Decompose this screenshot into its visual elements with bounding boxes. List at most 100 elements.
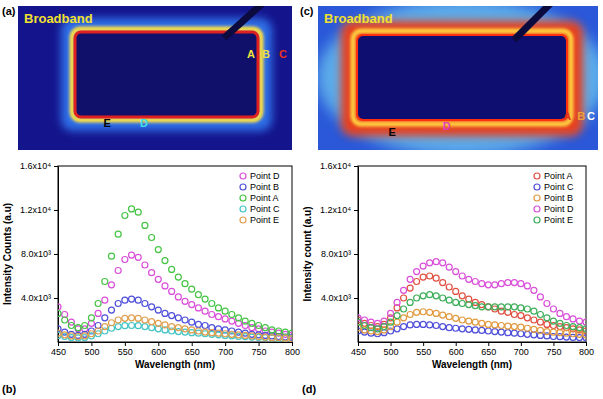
structure bbox=[75, 32, 258, 117]
data-point bbox=[388, 310, 394, 316]
data-point bbox=[249, 333, 255, 339]
tick-mark bbox=[192, 342, 193, 346]
point-label: D bbox=[443, 120, 451, 132]
data-point bbox=[58, 310, 61, 316]
data-point bbox=[485, 282, 491, 288]
image-background bbox=[18, 6, 292, 150]
data-point bbox=[446, 297, 452, 303]
data-point bbox=[149, 235, 155, 241]
axis-line bbox=[59, 342, 293, 343]
data-point bbox=[215, 330, 221, 336]
tick-label: 600 bbox=[151, 347, 166, 357]
data-point bbox=[175, 294, 181, 300]
data-point bbox=[189, 302, 195, 308]
data-point bbox=[222, 331, 228, 337]
data-point bbox=[362, 323, 368, 329]
legend-label: Point B bbox=[250, 182, 279, 192]
data-point bbox=[149, 304, 155, 310]
data-point bbox=[282, 335, 288, 341]
data-point bbox=[102, 324, 108, 330]
data-point bbox=[479, 304, 485, 310]
panel-letter: (a) bbox=[2, 5, 16, 17]
data-point bbox=[427, 273, 433, 279]
data-point bbox=[269, 335, 275, 341]
data-point bbox=[129, 296, 135, 302]
data-point bbox=[155, 247, 161, 253]
data-point bbox=[563, 323, 569, 329]
data-point bbox=[440, 280, 446, 286]
data-point bbox=[108, 253, 114, 259]
chart: 4.0x10³8.0x10³1.2x10⁴1.6x10⁴450500550600… bbox=[2, 161, 300, 395]
data-point bbox=[276, 335, 282, 341]
data-point bbox=[189, 286, 195, 292]
data-point bbox=[459, 293, 465, 299]
data-point bbox=[222, 308, 228, 314]
data-point bbox=[401, 324, 407, 330]
legend-marker bbox=[240, 206, 246, 212]
data-point bbox=[576, 331, 582, 337]
data-point bbox=[440, 260, 446, 266]
data-point bbox=[162, 258, 168, 264]
legend-marker bbox=[534, 217, 540, 223]
data-point bbox=[256, 323, 262, 329]
data-point bbox=[262, 334, 268, 340]
data-point bbox=[242, 332, 248, 338]
data-point bbox=[135, 315, 141, 321]
data-point bbox=[95, 310, 101, 316]
data-point bbox=[115, 317, 121, 323]
series bbox=[58, 323, 292, 342]
data-point bbox=[149, 325, 155, 331]
data-point bbox=[149, 319, 155, 325]
data-point bbox=[175, 315, 181, 321]
data-point bbox=[276, 335, 282, 341]
tick-mark bbox=[58, 342, 59, 346]
data-point bbox=[175, 325, 181, 331]
data-point bbox=[557, 330, 563, 336]
data-point bbox=[122, 323, 128, 329]
data-point bbox=[485, 321, 491, 327]
legend-marker bbox=[534, 195, 540, 201]
data-point bbox=[440, 324, 446, 330]
tick-label: 500 bbox=[384, 347, 399, 357]
data-point bbox=[202, 296, 208, 302]
y-axis-title: Intensity Counts (a.u) bbox=[2, 203, 13, 305]
data-point bbox=[466, 318, 472, 324]
data-point bbox=[472, 279, 478, 285]
tick: 4.0x10³ bbox=[321, 293, 358, 303]
x-axis-title: Wavelength (nm) bbox=[432, 359, 512, 370]
data-point bbox=[407, 312, 413, 318]
data-point bbox=[557, 310, 563, 316]
data-point bbox=[531, 308, 537, 314]
y-axis: 4.0x10³8.0x10³1.2x10⁴1.6x10⁴ bbox=[20, 161, 58, 342]
data-point bbox=[209, 312, 215, 318]
tick: 650 bbox=[481, 342, 496, 357]
tick-label: 450 bbox=[351, 347, 366, 357]
tick: 600 bbox=[449, 342, 464, 357]
axis-line bbox=[359, 342, 587, 343]
tick-mark bbox=[354, 166, 358, 167]
image bbox=[18, 6, 292, 150]
tick: 450 bbox=[351, 342, 366, 357]
data-point bbox=[401, 287, 407, 293]
data-point bbox=[544, 301, 550, 307]
data-point bbox=[182, 281, 188, 287]
data-point bbox=[498, 329, 504, 335]
data-point bbox=[115, 324, 121, 330]
data-point bbox=[511, 324, 517, 330]
data-point bbox=[215, 314, 221, 320]
data-point bbox=[459, 326, 465, 332]
axis-line bbox=[358, 167, 359, 343]
data-point bbox=[505, 330, 511, 336]
data-point bbox=[129, 252, 135, 258]
data-point bbox=[115, 231, 121, 237]
data-point bbox=[433, 323, 439, 329]
data-point bbox=[537, 312, 543, 318]
chart: 4.0x10³8.0x10³1.2x10⁴1.6x10⁴450500550600… bbox=[302, 161, 594, 395]
data-point bbox=[505, 280, 511, 286]
data-point bbox=[135, 209, 141, 215]
data-point bbox=[122, 213, 128, 219]
data-point bbox=[222, 316, 228, 322]
tick-mark bbox=[488, 342, 489, 346]
tick-label: 550 bbox=[118, 347, 133, 357]
tick-label: 700 bbox=[514, 347, 529, 357]
